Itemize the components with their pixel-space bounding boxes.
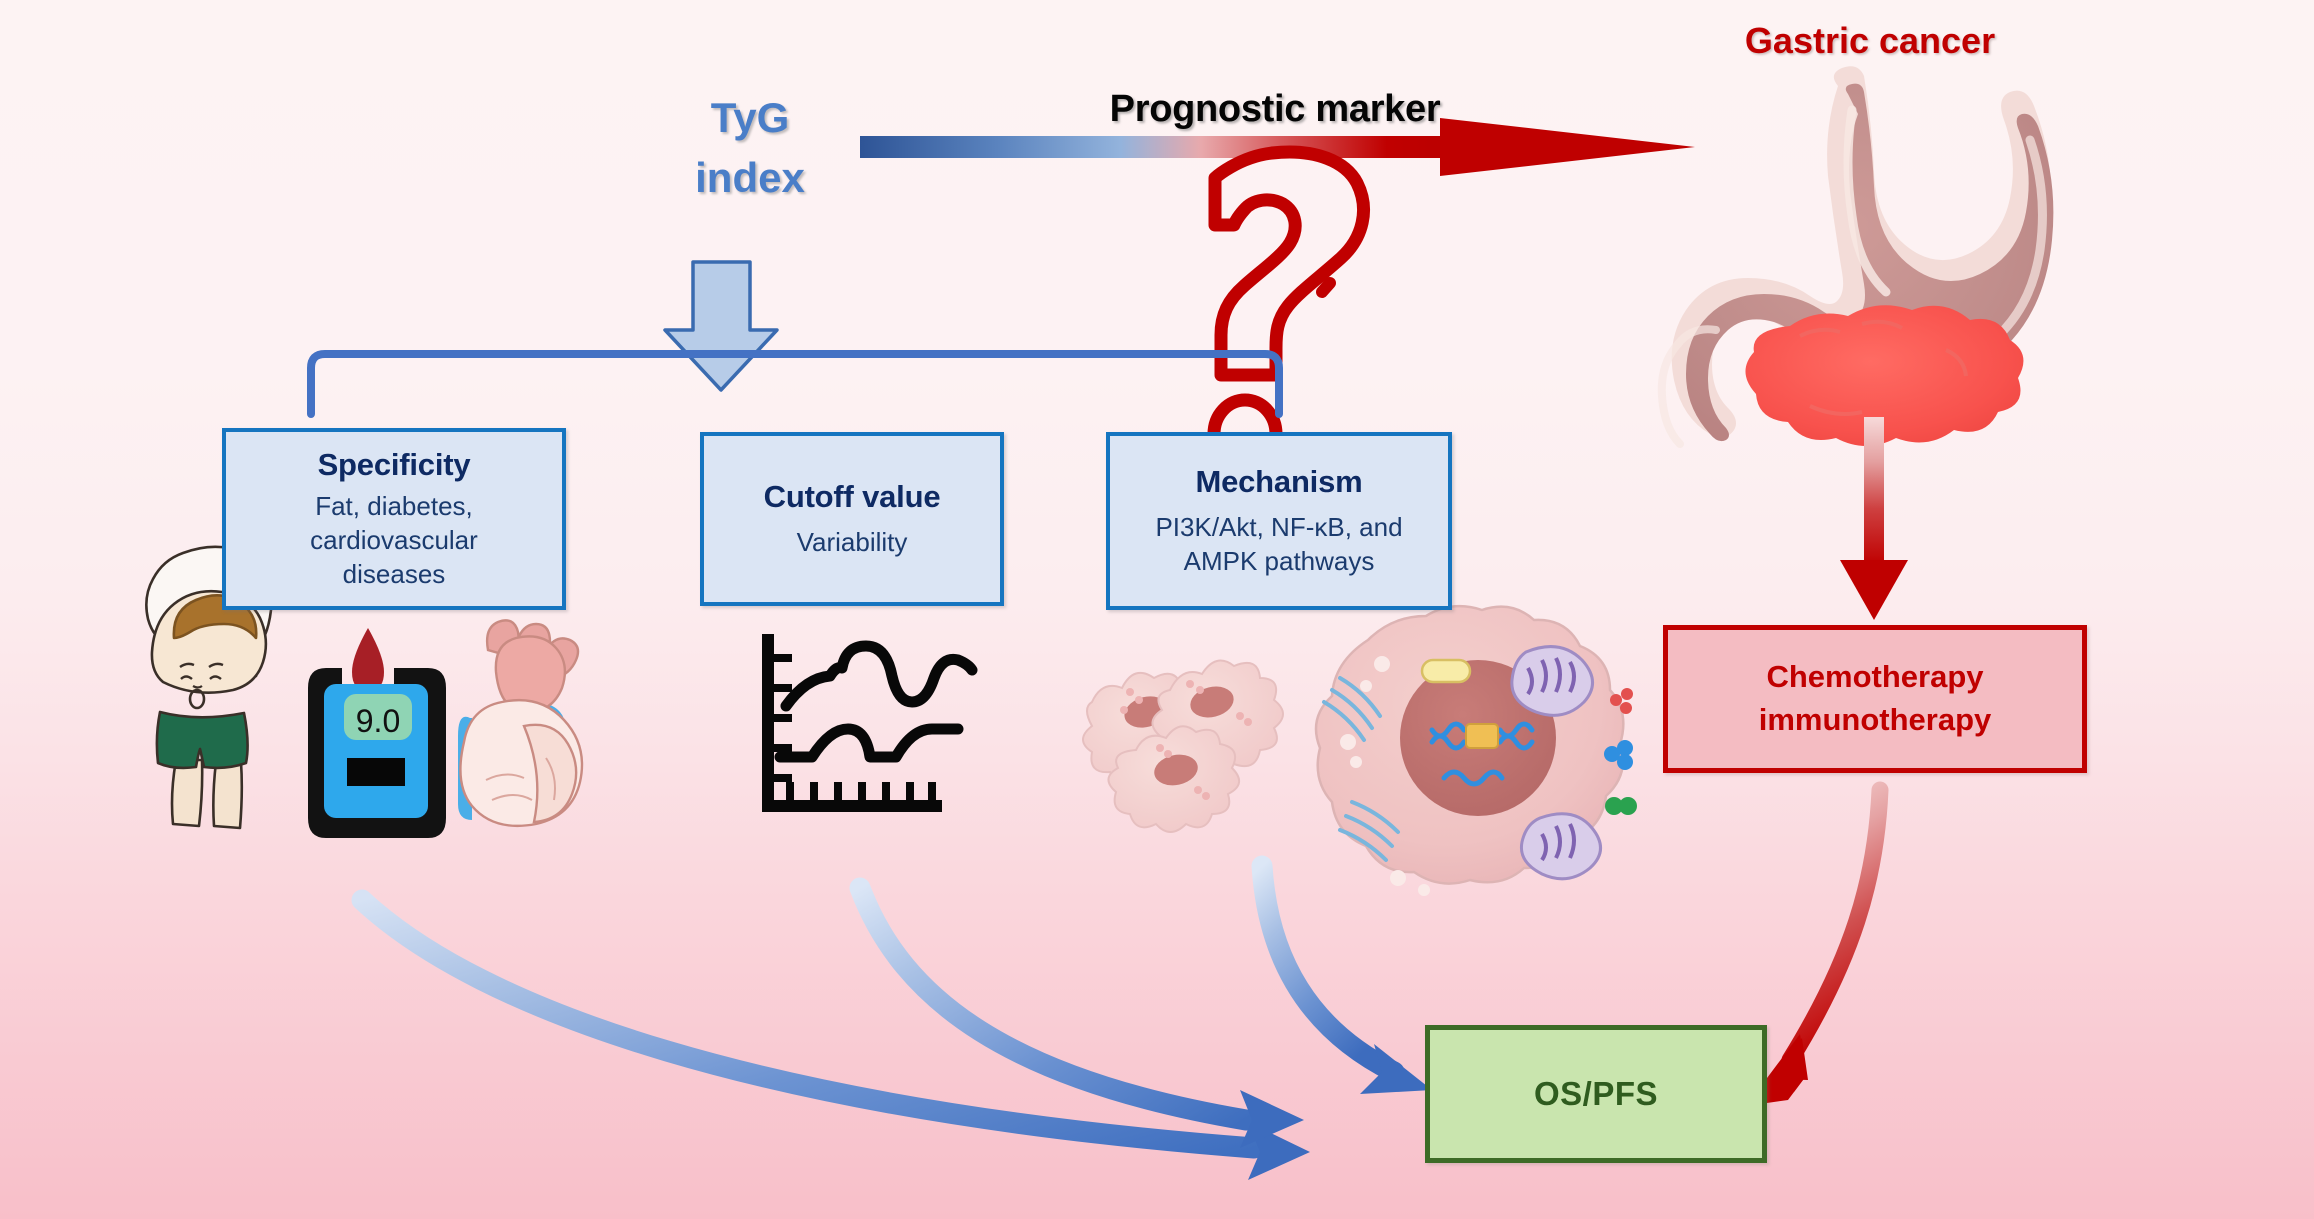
prognostic-marker-label: Prognostic marker bbox=[1109, 88, 1441, 130]
blue-curve-arrow-2 bbox=[849, 877, 1304, 1148]
specificity-subtitle-line2: cardiovascular bbox=[310, 524, 478, 555]
mechanism-subtitle-line2: AMPK pathways bbox=[1183, 546, 1375, 576]
cell-diagram-icon bbox=[1314, 604, 1637, 896]
mechanism-box: Mechanism PI3K/Akt, NF-κB, and AMPK path… bbox=[1106, 432, 1452, 610]
specificity-box: Specificity Fat, diabetes, cardiovascula… bbox=[222, 428, 566, 610]
cutoff-value-box: Cutoff value Variability bbox=[700, 432, 1004, 606]
tyg-label-line1: TyG bbox=[710, 94, 790, 141]
heart-anatomy-icon bbox=[458, 619, 584, 828]
specificity-subtitle-line1: Fat, diabetes, bbox=[315, 490, 473, 521]
blood-drop-icon bbox=[352, 628, 384, 691]
outcome-box: OS/PFS bbox=[1425, 1025, 1767, 1163]
blue-curve-arrow-1 bbox=[351, 889, 1310, 1180]
feature-bracket bbox=[307, 350, 1283, 418]
tyg-index-label: TyG index bbox=[640, 88, 860, 207]
tyg-down-arrow bbox=[663, 260, 779, 392]
gastric-cancer-label: Gastric cancer bbox=[1744, 20, 1996, 61]
chemotherapy-box: Chemotherapy immunotherapy bbox=[1663, 625, 2087, 773]
stomach-icon bbox=[1657, 66, 2054, 448]
cutoff-subtitle: Variability bbox=[796, 526, 908, 557]
cancer-cells-icon bbox=[1082, 659, 1284, 833]
mechanism-subtitle-line1: PI3K/Akt, NF-κB, and bbox=[1155, 511, 1403, 542]
line-chart-icon bbox=[762, 634, 978, 812]
question-mark-icon bbox=[1207, 145, 1370, 475]
specificity-title: Specificity bbox=[317, 446, 471, 482]
blue-curve-arrow-3 bbox=[1251, 855, 1432, 1094]
red-down-arrow bbox=[1840, 417, 1908, 620]
specificity-subtitle: Fat, diabetes, cardiovascular diseases bbox=[310, 489, 478, 592]
mechanism-title: Mechanism bbox=[1195, 463, 1363, 499]
cutoff-title: Cutoff value bbox=[763, 478, 941, 514]
chemotherapy-line1: Chemotherapy bbox=[1766, 659, 1984, 695]
specificity-subtitle-line3: diseases bbox=[342, 559, 446, 590]
glucometer-reading: 9.0 bbox=[356, 703, 400, 739]
outcome-label: OS/PFS bbox=[1533, 1075, 1659, 1112]
glucometer-icon: 9.0 bbox=[308, 668, 446, 838]
tyg-label-line2: index bbox=[695, 153, 805, 201]
mechanism-subtitle: PI3K/Akt, NF-κB, and AMPK pathways bbox=[1155, 510, 1402, 579]
chemotherapy-line2: immunotherapy bbox=[1758, 702, 1992, 737]
